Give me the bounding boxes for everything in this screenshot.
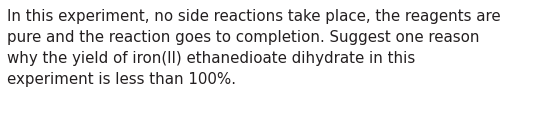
Text: In this experiment, no side reactions take place, the reagents are
pure and the : In this experiment, no side reactions ta… [7, 9, 501, 87]
